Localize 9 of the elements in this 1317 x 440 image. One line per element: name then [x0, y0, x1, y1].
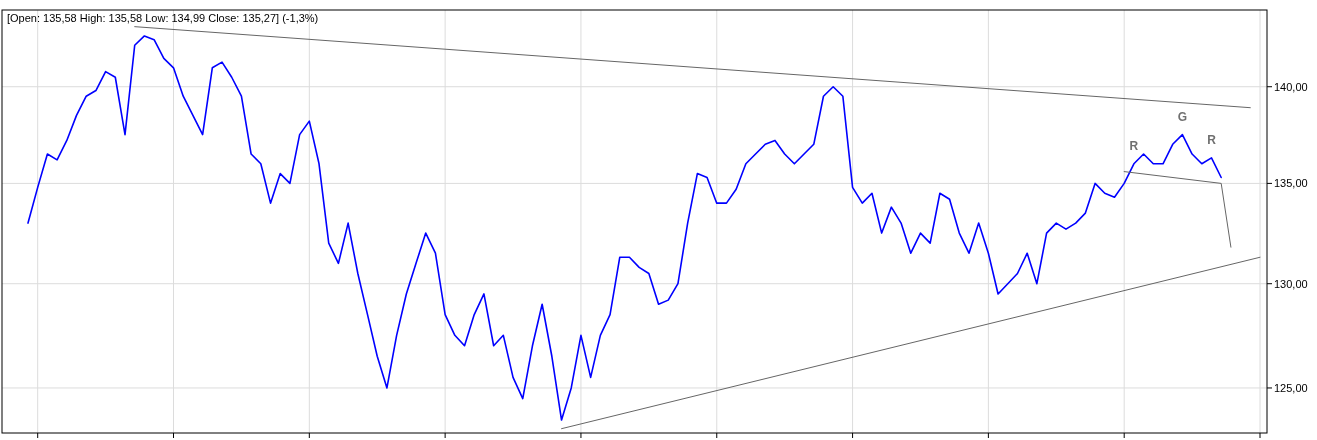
line-series	[27, 35, 1222, 421]
data-label: G	[1177, 109, 1188, 124]
data-label: R	[1129, 138, 1139, 153]
y-tick-label: 140,00	[1274, 80, 1308, 93]
y-tick-label: 135,00	[1274, 177, 1308, 190]
data-label: R	[1207, 132, 1217, 147]
chart-title: [Open: 135,58 High: 135,58 Low: 134,99 Close: 135,27] (-1,3%)	[7, 12, 319, 24]
y-tick-label: 125,00	[1274, 381, 1308, 394]
y-tick-label: 130,00	[1274, 277, 1308, 290]
